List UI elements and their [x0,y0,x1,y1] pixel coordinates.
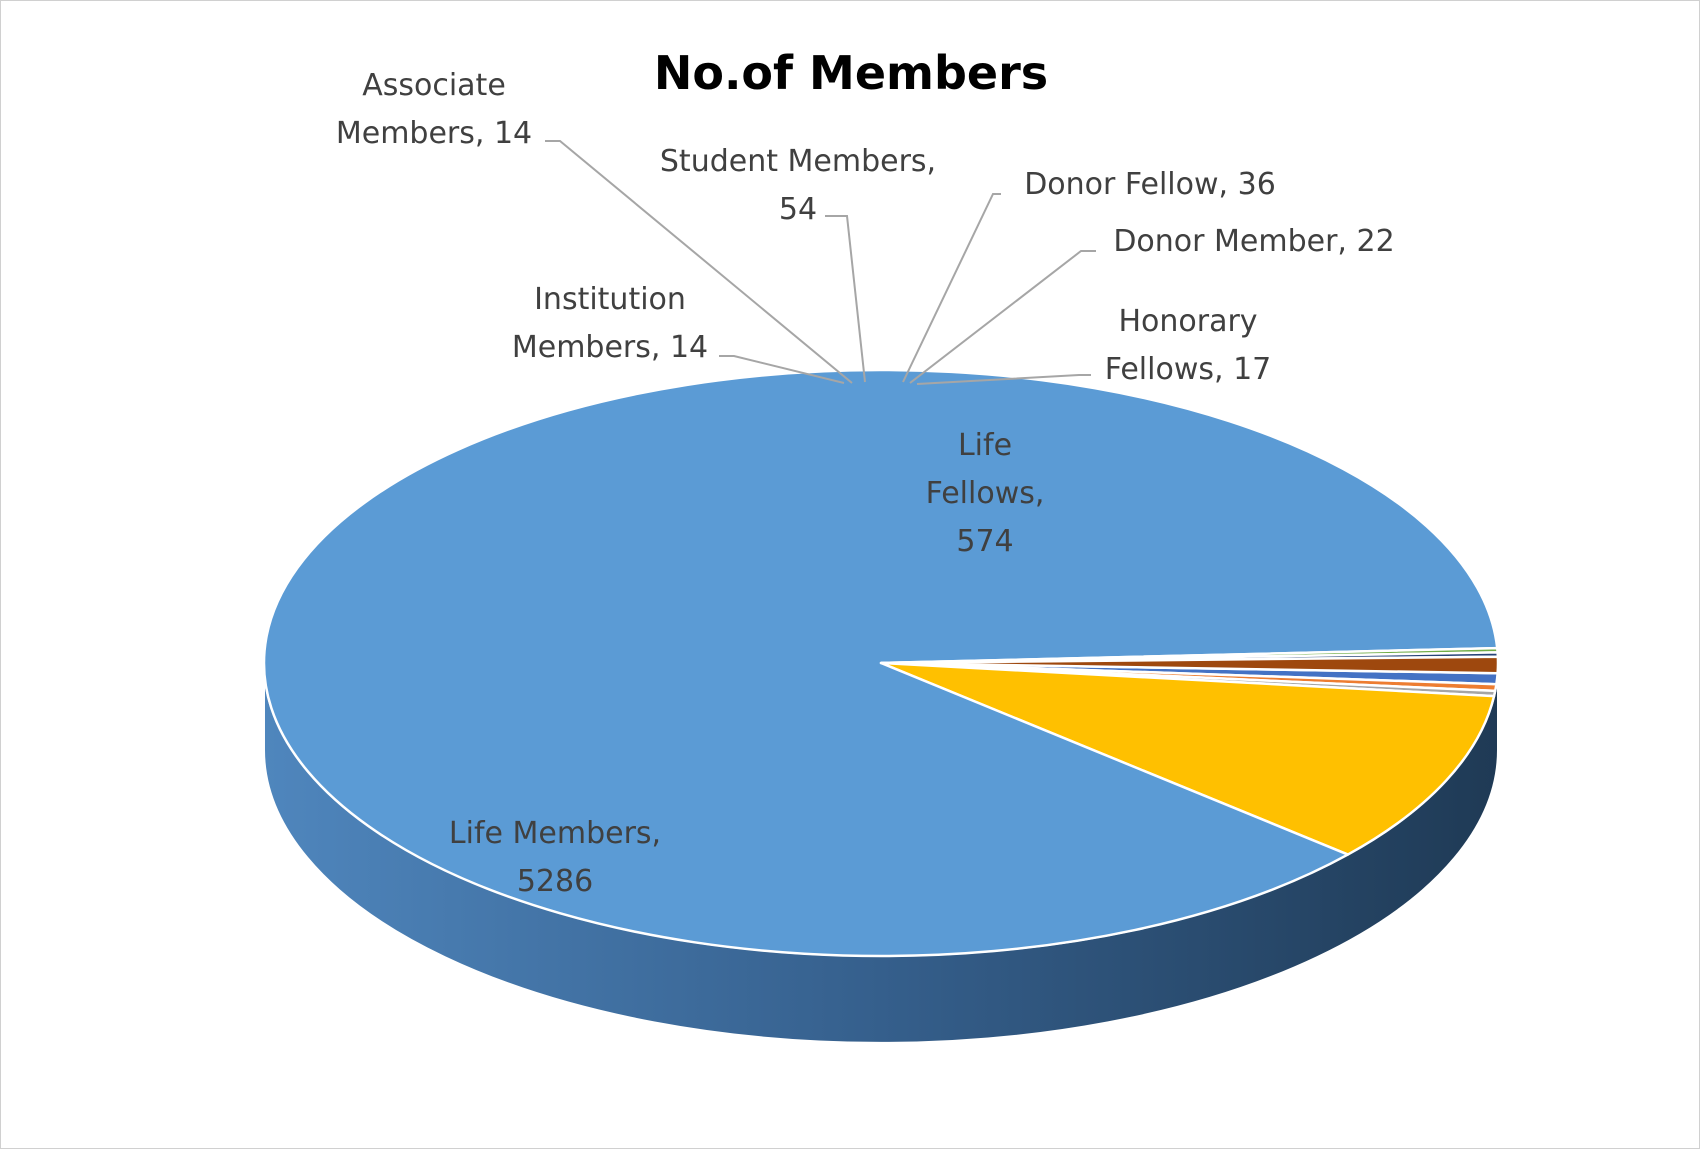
leader-line-donor-member [909,250,1096,384]
data-label-student-members: Student Members, [660,144,936,179]
data-label-life-members: 5286 [517,864,593,899]
data-label-student-members: 54 [779,192,817,227]
data-label-institution-members: Members, 14 [512,330,708,365]
data-labels: Donor Fellow, 36 Donor Member, 22 Honorary… [336,68,1395,899]
data-label-honorary-fellows: Fellows, 17 [1105,352,1272,387]
data-label-donor-member: Donor Member, 22 [1113,224,1394,259]
leader-line-institution-members [719,355,845,384]
leader-line-honorary-fellows [916,374,1091,385]
leader-line-donor-fellow [902,193,1001,383]
leader-line-associate-members [545,140,853,384]
leader-line-student-members [825,215,866,383]
pie-slice-student-members [879,655,1500,675]
data-label-honorary-fellows: Honorary [1118,304,1257,339]
data-label-institution-members: Institution [534,282,686,317]
data-label-donor-fellow: Donor Fellow, 36 [1024,167,1276,202]
data-label-life-members: Life Members, [449,816,661,851]
data-label-life-fellows: 574 [956,524,1013,559]
data-label-associate-members: Associate [362,68,506,103]
data-label-life-fellows: Fellows, [926,476,1045,511]
chart-title: No.of Members [654,46,1048,100]
pie-slices [262,368,1500,958]
leader-lines [545,140,1096,385]
data-label-life-fellows: Life [958,428,1012,463]
pie-slice-life-fellows [879,661,1496,856]
data-label-associate-members: Members, 14 [336,116,532,151]
